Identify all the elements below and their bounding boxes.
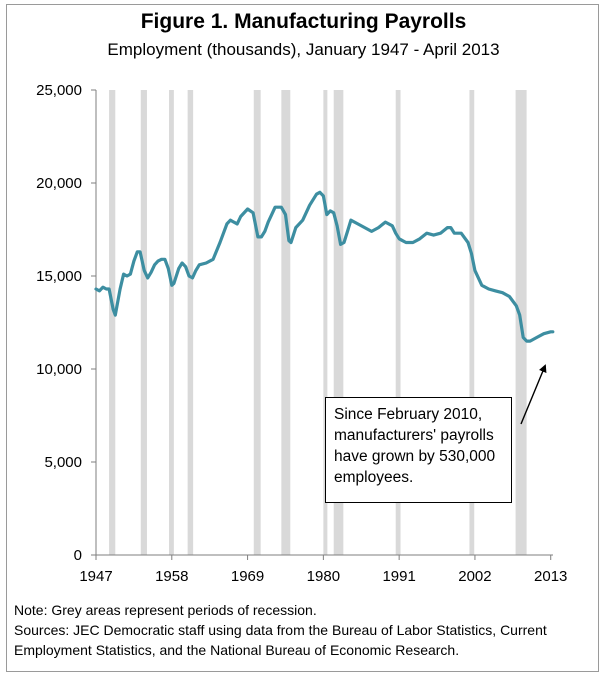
annotation-line: have grown by 530,000: [334, 448, 496, 465]
annotation-arrow-layer: [520, 364, 547, 425]
recession-band: [140, 90, 147, 555]
recession-band: [169, 90, 174, 555]
y-tick-label: 10,000: [36, 361, 82, 378]
annotation-box: Since February 2010, manufacturers' payr…: [325, 397, 512, 503]
y-tick-label: 20,000: [36, 175, 82, 192]
recession-band: [109, 90, 116, 555]
recession-band: [333, 90, 344, 555]
annotation-line: manufacturers' payrolls: [334, 427, 494, 444]
chart-subtitle: Employment (thousands), January 1947 - A…: [107, 40, 500, 59]
recession-band: [323, 90, 328, 555]
x-tick-label: 2002: [458, 568, 491, 585]
y-tick-label: 0: [74, 547, 82, 564]
x-tick-label: 1958: [155, 568, 188, 585]
footer-sources: Sources: JEC Democratic staff using data…: [14, 622, 547, 638]
figure-frame: [6, 4, 599, 672]
recession-band: [469, 90, 475, 555]
y-tick-label: 15,000: [36, 268, 82, 285]
footer-sources-cont: Employment Statistics, and the National …: [14, 642, 460, 658]
footer-note: Note: Grey areas represent periods of re…: [14, 602, 317, 618]
line-chart: 0 5,000 10,000 15,000 20,000 25,000 1947 1958 19…: [36, 82, 567, 585]
recession-band: [187, 90, 194, 555]
recession-band: [395, 90, 401, 555]
series-layer: [94, 190, 555, 343]
footer-notes: Note: Grey areas represent periods of re…: [14, 600, 594, 660]
x-tick-label: 2013: [534, 568, 567, 585]
chart-title: Figure 1. Manufacturing Payrolls: [140, 10, 467, 33]
annotation-line: Since February 2010,: [334, 406, 483, 423]
annotation-line: employees.: [334, 469, 414, 486]
x-tick-label: 1947: [79, 568, 112, 585]
y-tick-label: 5,000: [44, 454, 82, 471]
recession-band: [253, 90, 261, 555]
x-tick-label: 1980: [307, 568, 340, 585]
x-tick-label: 1991: [382, 568, 415, 585]
series-line: [94, 190, 555, 343]
annotation-arrow: [520, 364, 547, 425]
y-tick-label: 25,000: [36, 82, 82, 99]
x-tick-label: 1969: [231, 568, 264, 585]
recession-band: [281, 90, 291, 555]
axes: 0 5,000 10,000 15,000 20,000 25,000 1947 1958 19…: [36, 82, 567, 585]
